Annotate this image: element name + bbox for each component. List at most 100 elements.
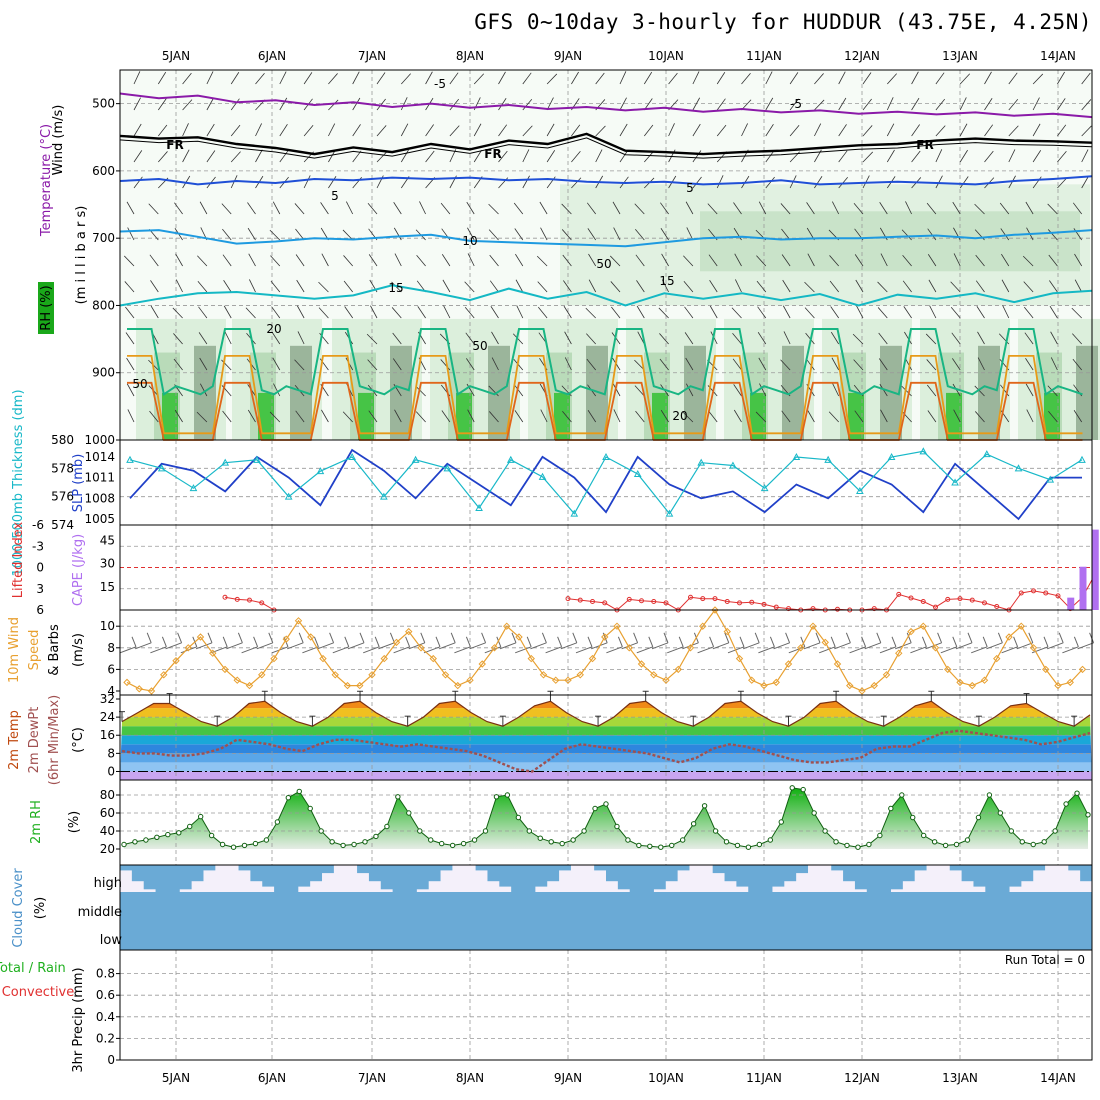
upper-wind-barb [522, 175, 530, 189]
upper-wind-barb [491, 357, 499, 371]
wind10-barb [439, 642, 456, 650]
rh-marker [526, 828, 533, 834]
thickness-marker [284, 492, 293, 500]
wind10-marker [270, 654, 278, 663]
upper-wind-barb [1023, 281, 1034, 293]
upper-wind-barb [133, 150, 143, 163]
rh-marker [340, 842, 346, 849]
rh-marker [493, 794, 500, 800]
wind10-marker [919, 622, 927, 630]
wind10-barb [241, 646, 258, 654]
wind10-marker [846, 681, 854, 690]
upper-wind-barb [637, 331, 645, 345]
upper-wind-barb [976, 306, 985, 319]
upper-wind-barb [546, 73, 558, 85]
upper-wind-barb [1072, 202, 1083, 215]
wind10-barb-flag [496, 636, 502, 647]
li-tick-label: 6 [36, 603, 44, 617]
cloud-high-bar [795, 865, 809, 874]
rh-marker [614, 823, 620, 830]
wind10-marker [417, 644, 425, 652]
precip-axis-label: 3hr Precip (mm) [71, 967, 86, 1072]
wind10-barb [560, 642, 577, 650]
upper-wind-barb [659, 358, 669, 371]
wind10-barb-flag [298, 632, 304, 643]
cloud-high-bar [973, 865, 986, 887]
wind10-barb [332, 646, 349, 654]
upper-wind-barb [126, 357, 135, 371]
upper-wind-barb [1081, 149, 1089, 163]
rh-marker [975, 814, 982, 821]
wind10-barb-flag [161, 636, 167, 647]
lifted-index-marker [1018, 590, 1024, 596]
upper-wind-barb [1047, 203, 1058, 215]
upper-wind-barb [643, 151, 654, 163]
rh-marker [723, 839, 730, 845]
upper-wind-barb [562, 254, 572, 267]
cloud-high-bar [262, 865, 275, 887]
upper-wind-barb [123, 255, 135, 267]
wind10-marker [980, 676, 989, 684]
cloud-high-bar [914, 865, 927, 871]
upper-wind-barb [345, 201, 354, 215]
thickness-marker [665, 509, 674, 517]
thickness-marker [633, 469, 642, 477]
thickness-marker [697, 458, 706, 466]
upper-wind-barb [877, 281, 888, 293]
upper-wind-barb [1057, 71, 1065, 85]
rh-marker [154, 834, 160, 840]
upper-wind-barb [394, 253, 402, 267]
upper-wind-barb [862, 72, 872, 85]
lifted-index-marker [602, 600, 608, 606]
cloud-high-bar [748, 865, 761, 892]
upper-wind-barb [522, 72, 532, 85]
upper-wind-barb [612, 201, 621, 215]
wind10-marker [258, 671, 266, 679]
precip-label-a: Total / Rain [0, 961, 66, 976]
wind10-marker [833, 660, 842, 668]
rh-marker [373, 833, 379, 840]
rh-tick-label: 80 [100, 788, 115, 802]
wind10-barb [773, 642, 790, 650]
cloud-high-bar [771, 865, 785, 887]
upper-wind-barb [660, 228, 669, 241]
upper-wind-barb [442, 279, 451, 293]
upper-wind-barb [1032, 97, 1040, 111]
upper-wind-barb [248, 253, 256, 267]
upper-wind-barb [489, 254, 499, 267]
rh-marker [712, 828, 719, 834]
upper-wind-barb [157, 98, 167, 111]
upper-wind-barb [911, 124, 920, 137]
upper-wind-barb [975, 254, 985, 267]
upper-wind-barb [1081, 175, 1090, 189]
rh-marker [208, 832, 215, 839]
wind10-marker [343, 681, 352, 690]
top-date-label: 7JAN [358, 49, 386, 63]
upper-wind-barb [561, 229, 572, 241]
upper-wind-barb [466, 358, 475, 371]
cloud-high-bar [499, 865, 512, 887]
wind10-barb-flag [389, 632, 395, 643]
upper-wind-barb [1008, 125, 1019, 137]
contour-label: 50 [472, 339, 487, 353]
thickness-marker [919, 447, 928, 455]
upper-wind-barb [368, 410, 378, 423]
upper-wind-barb [619, 150, 629, 163]
lifted-index-marker [639, 598, 644, 604]
upper-wind-barb [173, 358, 183, 371]
upper-wind-barb [951, 332, 961, 345]
upper-wind-barb [755, 411, 767, 423]
wind10-barb [119, 646, 137, 654]
upper-wind-barb [157, 151, 168, 163]
rh-marker [888, 805, 894, 812]
rh-dark-area [782, 345, 804, 440]
wind10-barb-flag [663, 632, 669, 643]
upper-wind-barb [198, 332, 208, 345]
top-date-label: 10JAN [648, 49, 684, 63]
wind10-marker [674, 665, 682, 674]
bottom-date-label: 13JAN [942, 1071, 978, 1085]
thickness-marker [1046, 475, 1055, 483]
upper-wind-barb [126, 201, 135, 215]
rh-bright-area [554, 392, 570, 440]
